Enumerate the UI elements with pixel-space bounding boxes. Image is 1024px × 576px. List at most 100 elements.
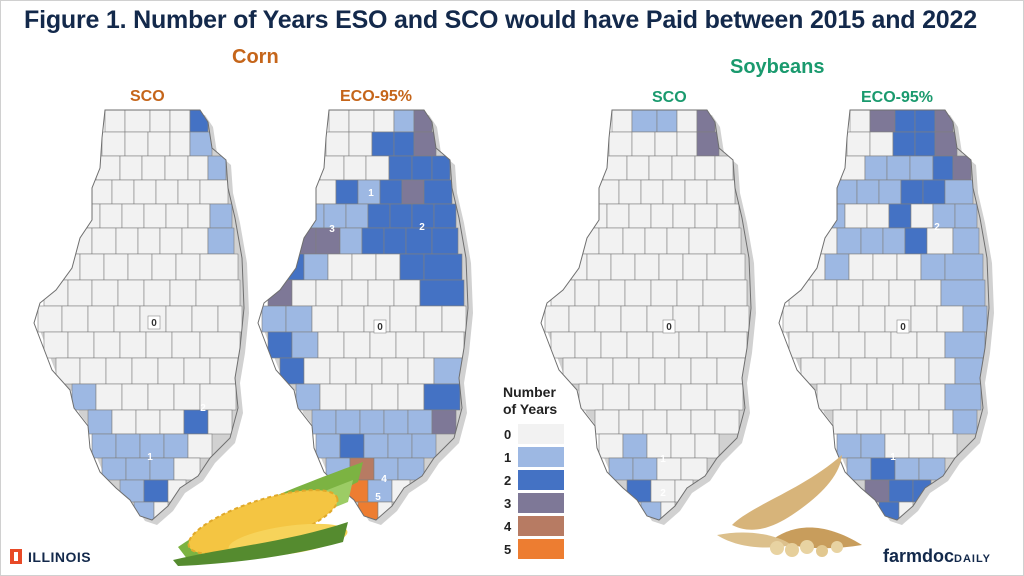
county-cell xyxy=(295,383,321,411)
county-cell xyxy=(706,331,748,359)
county-cell xyxy=(940,279,986,307)
county-cell xyxy=(217,305,243,333)
county-cell xyxy=(389,203,413,229)
county-cell xyxy=(323,203,347,229)
county-cell xyxy=(119,155,143,181)
soy-sco-label: SCO xyxy=(652,89,687,106)
county-cell xyxy=(952,155,972,181)
legend-title-line2: of Years xyxy=(503,401,558,417)
county-cell xyxy=(662,179,686,205)
county-cell xyxy=(862,279,890,307)
county-cell xyxy=(902,357,930,385)
county-cell xyxy=(207,409,233,435)
legend-item: 2 xyxy=(500,470,580,492)
county-cell xyxy=(91,227,117,255)
soy-eco-label: ECO-95% xyxy=(861,89,934,106)
county-cell xyxy=(672,305,700,333)
county-cell xyxy=(375,253,401,281)
county-cell xyxy=(944,331,986,359)
county-cell xyxy=(267,331,293,359)
county-cell xyxy=(355,357,383,385)
county-cell xyxy=(113,305,141,333)
county-cell xyxy=(348,110,375,133)
map-count-label: 0 xyxy=(151,318,157,329)
county-cell xyxy=(878,179,902,205)
county-cell xyxy=(812,331,840,359)
county-cell xyxy=(638,357,666,385)
county-cell xyxy=(405,227,433,255)
county-cell xyxy=(654,383,682,411)
county-cell xyxy=(165,203,189,229)
county-cell xyxy=(103,253,129,281)
county-cell xyxy=(143,279,171,307)
county-cell xyxy=(43,331,69,359)
county-cell xyxy=(866,203,890,229)
county-cell xyxy=(311,409,337,435)
county-cell xyxy=(159,409,185,435)
county-cell xyxy=(423,179,453,205)
county-cell xyxy=(836,227,862,255)
county-cell xyxy=(608,131,633,157)
county-cell xyxy=(888,479,914,503)
county-cell xyxy=(706,253,746,281)
county-cell xyxy=(401,179,425,205)
county-cell xyxy=(962,305,988,333)
map-count-label: 5 xyxy=(375,492,381,503)
county-cell xyxy=(124,110,151,133)
county-cell xyxy=(137,227,161,255)
county-cell xyxy=(914,279,942,307)
county-cell xyxy=(836,279,864,307)
county-cell xyxy=(181,227,209,255)
legend-title-line1: Number xyxy=(503,384,556,400)
illinois-logo: ILLINOIS xyxy=(10,549,91,565)
county-cell xyxy=(155,179,179,205)
county-cell xyxy=(147,131,171,157)
county-cell xyxy=(407,409,433,435)
county-cell xyxy=(383,227,407,255)
county-cell xyxy=(714,155,734,181)
county-cell xyxy=(157,357,185,385)
county-cell xyxy=(359,409,385,435)
county-cell xyxy=(133,179,157,205)
county-cell xyxy=(694,433,720,459)
legend-value: 0 xyxy=(504,427,512,442)
legend-swatch xyxy=(518,424,564,444)
legend-item: 5 xyxy=(500,539,580,561)
county-cell xyxy=(562,357,588,385)
county-cell xyxy=(600,331,628,359)
county-cell xyxy=(365,155,390,181)
county-cell xyxy=(918,383,946,411)
county-cell xyxy=(954,203,978,229)
county-cell xyxy=(680,457,708,481)
county-cell xyxy=(433,203,457,229)
farmdoc-logo-text: farmdoc xyxy=(883,546,955,566)
county-cell xyxy=(550,331,576,359)
county-cell xyxy=(173,383,201,411)
county-cell xyxy=(413,131,437,157)
county-cell xyxy=(124,131,149,157)
county-cell xyxy=(910,305,938,333)
county-cell xyxy=(610,253,636,281)
illinois-logo-text: ILLINOIS xyxy=(28,549,92,565)
county-cell xyxy=(209,203,233,229)
county-cell xyxy=(864,155,888,181)
county-cell xyxy=(423,383,461,411)
county-cell xyxy=(680,383,708,411)
county-cell xyxy=(694,155,716,181)
county-cell xyxy=(900,179,924,205)
county-cell xyxy=(670,433,696,459)
county-cell xyxy=(164,155,189,181)
county-cell xyxy=(37,305,63,333)
county-cell xyxy=(631,131,656,157)
county-cell xyxy=(319,383,347,411)
legend-swatch xyxy=(518,493,564,513)
county-cell xyxy=(631,110,658,133)
county-cell xyxy=(315,227,341,255)
county-cell xyxy=(189,110,209,133)
county-cell xyxy=(832,409,858,435)
county-cell xyxy=(904,409,930,435)
county-cell xyxy=(894,110,916,133)
map-count-label: 1 xyxy=(890,452,896,463)
county-cell xyxy=(348,131,373,157)
county-cell xyxy=(151,253,177,281)
